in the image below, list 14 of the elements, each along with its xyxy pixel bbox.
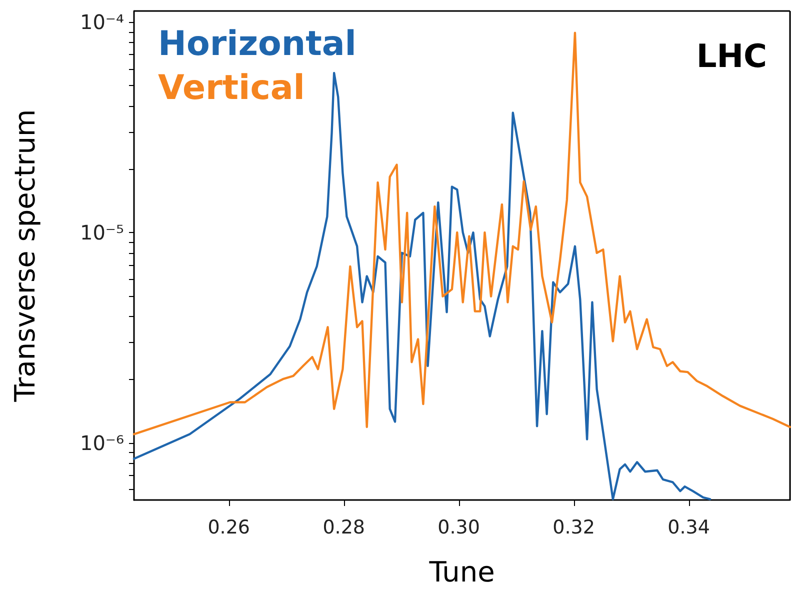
y-axis-title: Transverse spectrum [8,109,42,403]
x-tick-label: 0.26 [208,516,250,538]
x-tick-label: 0.34 [668,516,710,538]
y-tick-label: 10⁻⁴ [80,10,124,34]
x-tick-label: 0.30 [438,516,480,538]
series-label: Horizontal [158,24,356,64]
text: Vertical [158,68,305,108]
y-tick-label: 10⁻⁶ [80,430,124,455]
y-tick-label: 10⁻⁵ [80,220,124,245]
x-tick-label: 0.32 [552,516,595,538]
line-series [132,72,712,500]
x-tick-label: 0.28 [322,516,366,538]
x-axis-title: Tune [428,556,495,588]
annotation: LHC [696,37,767,75]
